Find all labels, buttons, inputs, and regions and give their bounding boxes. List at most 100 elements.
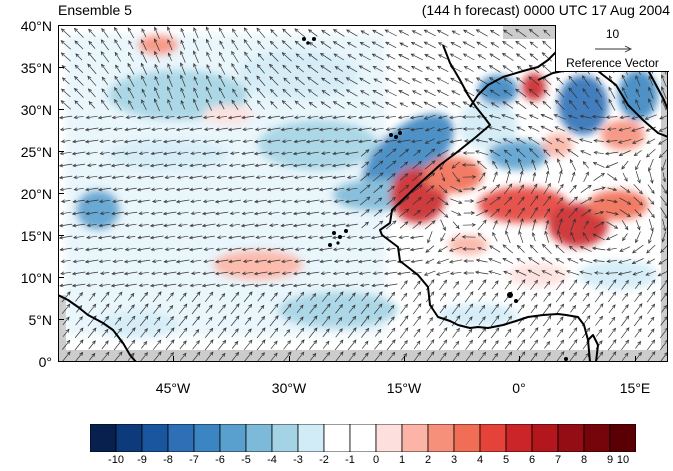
wind-vector	[202, 163, 216, 167]
colorbar-tick-label: -8	[163, 454, 173, 466]
wind-vector-head	[306, 283, 312, 288]
wind-vector	[241, 235, 255, 239]
wind-vector-head	[365, 161, 370, 166]
wind-vector-head	[461, 115, 466, 119]
wind-vector	[114, 304, 122, 314]
wind-vector	[150, 175, 164, 179]
wind-vector-head	[91, 292, 96, 297]
wind-vector	[189, 175, 203, 179]
wind-vector-head	[650, 200, 655, 205]
wind-vector-head	[149, 163, 155, 168]
wind-vector	[268, 211, 280, 215]
wind-vector	[647, 339, 655, 351]
wind-vector	[374, 316, 382, 326]
wind-vector-head	[202, 235, 207, 240]
wind-vector-head	[254, 139, 259, 144]
wind-vector-head	[85, 187, 90, 192]
wind-vector-head	[176, 115, 181, 120]
wind-vector	[308, 53, 318, 61]
wind-vector-head	[396, 271, 402, 276]
wind-vector	[464, 78, 474, 84]
wind-vector	[411, 139, 423, 143]
wind-vector-head	[547, 327, 551, 333]
wind-vector-head	[442, 226, 446, 232]
wind-vector	[647, 197, 655, 205]
wind-vector-head	[167, 26, 171, 31]
wind-vector-head	[189, 247, 194, 252]
wind-vector-head	[345, 163, 350, 168]
wind-vector	[307, 115, 319, 119]
wind-vector	[72, 271, 86, 275]
wind-vector	[165, 247, 175, 251]
wind-vector-head	[153, 98, 158, 103]
wind-vector-head	[60, 259, 65, 264]
wind-vector-head	[292, 211, 298, 216]
wind-vector-head	[437, 102, 442, 106]
wind-vector-head	[378, 149, 383, 153]
wind-vector-head	[125, 115, 130, 120]
wind-vector	[61, 52, 71, 62]
wind-vector	[244, 328, 252, 338]
lat-label-30n: 30°N	[20, 102, 52, 118]
wind-vector	[571, 172, 575, 182]
wind-vector-head	[444, 201, 449, 206]
wind-vector-head	[416, 340, 421, 345]
wind-vector-head	[294, 247, 299, 252]
wind-vector	[579, 258, 593, 264]
wind-vector	[647, 184, 655, 194]
wind-vector	[320, 259, 332, 263]
wind-vector-head	[144, 303, 149, 308]
wind-vector-head	[579, 138, 584, 142]
wind-vector-head	[595, 87, 600, 93]
lat-label-40n: 40°N	[20, 18, 52, 34]
wind-vector	[582, 75, 590, 87]
wind-vector-head	[592, 162, 598, 166]
wind-vector	[163, 151, 177, 155]
wind-vector-head	[572, 304, 577, 310]
wind-vector	[345, 199, 359, 203]
wind-vector	[476, 41, 488, 49]
wind-vector	[410, 115, 424, 119]
wind-vector	[206, 39, 212, 51]
wind-vector	[87, 327, 97, 339]
wind-vector-head	[346, 175, 352, 180]
wind-vector-head	[502, 41, 507, 45]
wind-vector-head	[60, 271, 65, 276]
wind-vector-head	[650, 179, 654, 184]
wind-vector	[399, 149, 409, 157]
wind-vector-head	[141, 99, 145, 104]
wind-vector	[61, 65, 71, 73]
wind-vector	[385, 115, 397, 119]
wind-vector-head	[430, 291, 435, 296]
wind-vector-head	[332, 151, 337, 156]
wind-vector	[73, 259, 85, 263]
wind-vector	[59, 235, 73, 239]
wind-vector	[99, 163, 111, 167]
colorbar-tick-label: 5	[502, 454, 510, 466]
wind-vector	[176, 187, 190, 191]
wind-vector-head	[364, 340, 369, 345]
wind-vector-head	[196, 303, 201, 308]
wind-vector-head	[227, 127, 233, 132]
wind-vector-head	[411, 139, 416, 144]
wind-vector-head	[136, 247, 142, 252]
wind-vector-head	[621, 165, 626, 170]
wind-vector	[191, 211, 201, 215]
wind-vector	[515, 88, 527, 98]
wind-vector	[308, 175, 318, 179]
wind-vector	[87, 63, 97, 75]
wind-vector-head	[515, 40, 520, 45]
wind-vector	[490, 327, 500, 339]
wind-vector-head	[521, 279, 526, 284]
wind-vector	[165, 115, 175, 119]
wind-vector-head	[266, 259, 272, 264]
wind-vector	[438, 102, 448, 108]
wind-vector	[215, 259, 229, 263]
wind-vector	[320, 53, 332, 61]
wind-vector	[387, 292, 395, 302]
wind-vector-head	[87, 75, 92, 80]
wind-vector-head	[281, 52, 286, 57]
wind-vector	[152, 351, 162, 362]
wind-vector-head	[117, 304, 122, 309]
wind-vector-head	[515, 77, 520, 81]
